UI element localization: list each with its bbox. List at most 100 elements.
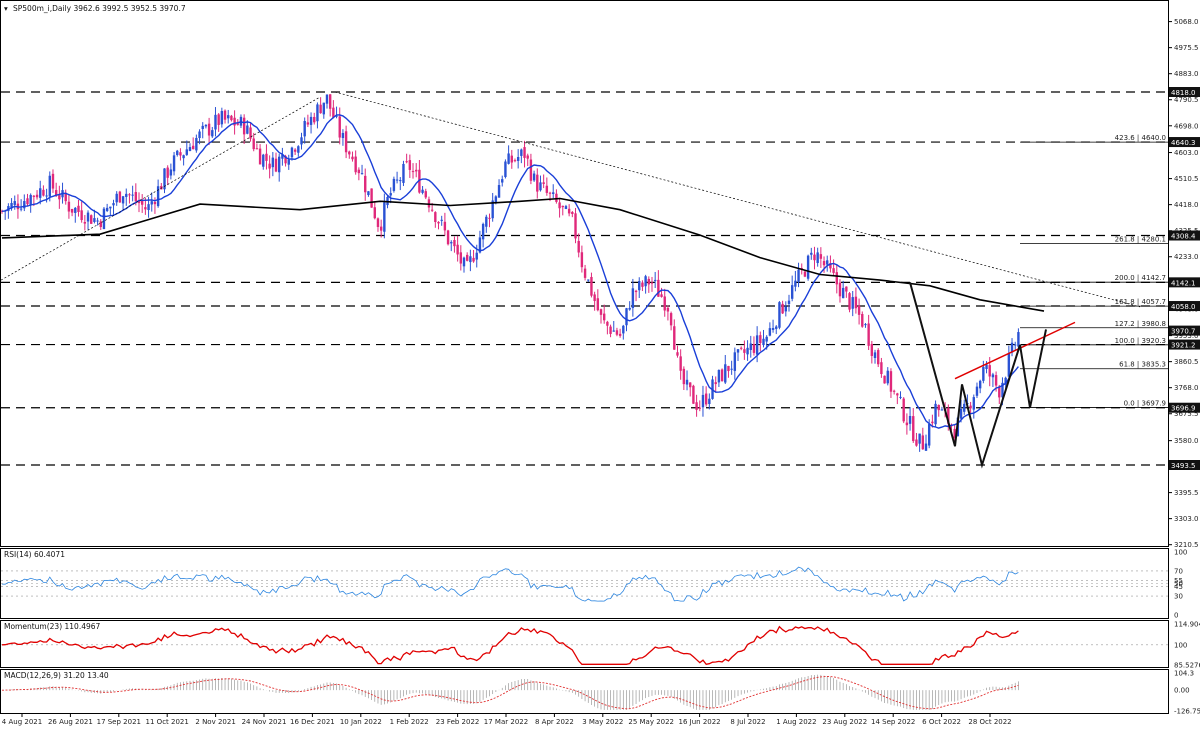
candle-body xyxy=(64,192,67,202)
candle-body xyxy=(227,115,230,119)
candle-body xyxy=(392,178,396,191)
candle-body xyxy=(328,94,332,109)
candle-body xyxy=(45,195,48,197)
zigzag-pattern xyxy=(909,282,1047,469)
candle-body xyxy=(424,191,427,198)
price-axis: 5068.0 4975.5 4883.0 4790.5 4698.0 4603.0 4510… xyxy=(1168,18,1200,549)
price-panel-frame xyxy=(0,0,1169,547)
candle-body xyxy=(357,169,361,174)
symbol-header: SP500m_i,Daily 3962.6 3992.5 3952.5 3970… xyxy=(13,4,186,13)
candle-body xyxy=(889,371,893,392)
candle-body xyxy=(937,405,940,411)
candle-body xyxy=(994,375,998,386)
time-tick-label: 16 Dec 2021 xyxy=(290,718,335,726)
candle-body xyxy=(921,435,925,450)
candle-body xyxy=(105,207,109,211)
candle-body xyxy=(360,173,364,175)
candle-body xyxy=(1004,377,1007,385)
candle-body xyxy=(634,290,638,293)
candle-body xyxy=(692,385,695,404)
candle-body xyxy=(67,201,71,212)
candle-body xyxy=(10,203,13,209)
candle-body xyxy=(998,386,1001,398)
momentum-title: Momentum(23) 110.4967 xyxy=(4,622,101,631)
candle-body xyxy=(516,157,520,161)
momentum-panel-frame xyxy=(0,620,1169,668)
candle-body xyxy=(778,302,781,328)
candle-body xyxy=(689,382,692,388)
candle-body xyxy=(300,137,303,145)
candle-body xyxy=(399,180,402,182)
candle-body xyxy=(494,196,498,203)
candle-body xyxy=(395,179,399,181)
candle-body xyxy=(354,156,357,173)
candle-body xyxy=(749,343,752,351)
candle-body xyxy=(367,191,370,196)
candle-body xyxy=(991,374,995,378)
time-tick-label: 1 Feb 2022 xyxy=(390,718,429,726)
price-tick-label: 5068.0 xyxy=(1174,18,1199,26)
candle-body xyxy=(450,242,453,244)
candle-body xyxy=(77,205,80,212)
candle-body xyxy=(762,338,765,346)
candle-body xyxy=(182,155,185,159)
candle-body xyxy=(459,252,463,264)
candle-body xyxy=(609,326,612,334)
fibo-label: 61.8 | 3835.3 xyxy=(1119,361,1166,369)
sma50-line xyxy=(1,114,1019,429)
fibo-label: 200.0 | 4142.7 xyxy=(1115,274,1166,282)
candle-body xyxy=(316,104,319,122)
candle-body xyxy=(615,330,619,335)
candle-body xyxy=(813,254,816,261)
fibo-label: 423.6 | 4640.0 xyxy=(1115,134,1166,142)
level-tag-bg xyxy=(1169,137,1200,148)
candle-body xyxy=(896,393,899,396)
candle-body xyxy=(485,216,488,227)
candle-body xyxy=(940,409,944,411)
candle-body xyxy=(975,386,979,396)
candle-body xyxy=(740,347,743,349)
macd-tick-label: 0.00 xyxy=(1174,687,1190,695)
time-axis: 4 Aug 2021 26 Aug 2021 17 Sep 2021 11 Oct 2… xyxy=(2,714,1012,726)
price-tick-label: 3303.0 xyxy=(1174,515,1199,523)
candle-body xyxy=(137,200,141,204)
candle-body xyxy=(415,169,418,172)
candle-body xyxy=(446,230,450,245)
candle-body xyxy=(80,210,83,221)
candle-body xyxy=(682,368,686,385)
candle-body xyxy=(622,325,625,334)
time-tick-label: 1 Aug 2022 xyxy=(776,718,816,726)
candle-body xyxy=(90,215,93,224)
candle-body xyxy=(23,201,26,209)
time-tick-label: 23 Feb 2022 xyxy=(436,718,480,726)
candle-body xyxy=(918,433,921,444)
candle-body xyxy=(176,150,179,155)
candle-body xyxy=(258,148,262,165)
price-tick-label: 3675.5 xyxy=(1174,410,1199,418)
macd-title: MACD(12,26,9) 31.20 13.40 xyxy=(4,671,109,680)
candle-body xyxy=(453,240,456,247)
fibo-label: 127.2 | 3980.8 xyxy=(1115,320,1166,328)
candle-body xyxy=(924,443,928,451)
candle-body xyxy=(207,123,211,136)
candle-body xyxy=(848,293,851,310)
rsi-tick-label: 0 xyxy=(1174,612,1178,620)
candle-body xyxy=(109,206,112,209)
candle-body xyxy=(985,364,988,369)
candle-body xyxy=(373,207,376,219)
candle-body xyxy=(583,268,587,278)
time-tick-label: 17 Sep 2021 xyxy=(97,718,141,726)
candle-body xyxy=(526,155,529,159)
symbol-header-icon[interactable]: ▾ xyxy=(4,4,8,13)
candle-body xyxy=(905,422,909,426)
candle-body xyxy=(612,330,615,332)
candle-body xyxy=(536,174,539,192)
candle-body xyxy=(877,350,880,365)
candle-body xyxy=(838,282,842,297)
candle-body xyxy=(287,159,290,165)
candle-body xyxy=(469,256,472,263)
candle-body xyxy=(730,368,733,370)
candle-body xyxy=(548,192,552,194)
price-tick-label: 4698.0 xyxy=(1174,122,1199,130)
